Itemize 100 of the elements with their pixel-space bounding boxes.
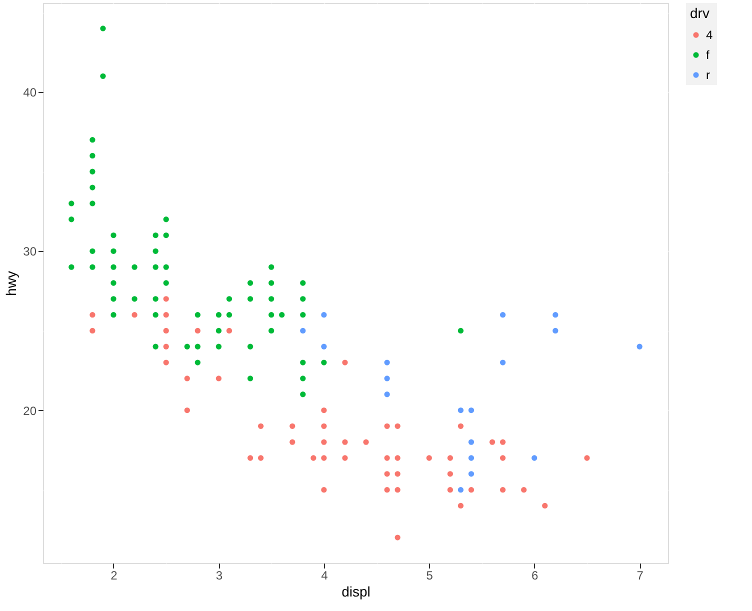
point xyxy=(447,471,454,477)
point xyxy=(152,312,158,318)
point xyxy=(468,455,474,461)
point xyxy=(152,264,158,270)
point xyxy=(384,486,390,493)
point xyxy=(447,486,454,493)
point xyxy=(132,264,138,270)
point xyxy=(163,328,169,334)
point xyxy=(163,280,169,286)
point xyxy=(100,26,106,32)
point xyxy=(300,360,306,366)
point xyxy=(163,312,169,318)
point xyxy=(342,455,348,461)
y-tick-label: 30 xyxy=(23,244,37,259)
x-tick-label: 6 xyxy=(532,568,539,582)
point xyxy=(321,455,327,461)
point xyxy=(300,376,306,382)
legend-title: drv xyxy=(690,5,710,21)
point xyxy=(394,534,400,540)
point xyxy=(584,455,590,461)
point xyxy=(500,360,506,366)
point xyxy=(100,73,106,80)
point xyxy=(194,312,200,318)
point xyxy=(342,360,348,366)
point xyxy=(321,486,327,493)
point xyxy=(68,216,74,222)
x-tick-label: 4 xyxy=(321,568,328,582)
point xyxy=(384,376,390,382)
point xyxy=(226,328,232,334)
point xyxy=(458,423,464,430)
point xyxy=(394,471,400,477)
x-tick-label: 2 xyxy=(110,568,118,582)
point xyxy=(500,486,506,493)
point xyxy=(110,264,116,270)
point xyxy=(90,184,96,190)
point xyxy=(132,296,138,302)
point xyxy=(636,344,642,350)
point xyxy=(300,296,306,302)
point xyxy=(384,392,390,398)
point xyxy=(384,360,390,366)
point xyxy=(90,264,96,270)
point xyxy=(268,264,274,270)
point xyxy=(426,455,432,461)
legend-label: f xyxy=(706,48,710,62)
point xyxy=(552,328,558,334)
point xyxy=(468,471,474,477)
point xyxy=(268,328,274,334)
point xyxy=(194,360,200,366)
point xyxy=(216,328,222,334)
point xyxy=(384,471,390,477)
point xyxy=(268,296,274,302)
point xyxy=(90,312,96,318)
point xyxy=(216,376,222,382)
point xyxy=(468,486,474,493)
point xyxy=(258,423,264,430)
point xyxy=(500,455,506,461)
point xyxy=(394,486,400,493)
point xyxy=(458,407,464,414)
point xyxy=(163,344,169,350)
point xyxy=(216,312,222,318)
point xyxy=(110,312,116,318)
x-axis-title: displ xyxy=(342,584,370,600)
point xyxy=(532,455,538,461)
point xyxy=(321,439,327,445)
point xyxy=(500,312,506,318)
point xyxy=(90,200,96,206)
point xyxy=(321,360,327,366)
point xyxy=(247,455,254,461)
point xyxy=(184,376,190,382)
point xyxy=(300,328,306,334)
point xyxy=(300,312,306,318)
point xyxy=(542,502,548,509)
point xyxy=(216,344,222,350)
point xyxy=(279,312,285,318)
point xyxy=(384,423,390,430)
point xyxy=(247,344,254,350)
point xyxy=(90,136,96,143)
point xyxy=(110,280,116,286)
point xyxy=(384,455,390,461)
point xyxy=(300,392,306,398)
point xyxy=(310,455,316,461)
point xyxy=(321,407,327,414)
point xyxy=(258,455,264,461)
point xyxy=(458,328,464,334)
point xyxy=(321,344,327,350)
point xyxy=(68,264,74,270)
point xyxy=(394,455,400,461)
x-tick-label: 3 xyxy=(216,568,223,582)
point xyxy=(226,296,232,302)
point xyxy=(184,407,190,414)
point xyxy=(290,423,296,430)
point xyxy=(458,486,464,493)
point xyxy=(290,439,296,445)
point xyxy=(90,168,96,174)
point xyxy=(247,296,254,302)
point xyxy=(194,328,200,334)
point xyxy=(90,152,96,159)
point xyxy=(226,312,232,318)
point xyxy=(110,248,116,254)
point xyxy=(194,344,200,350)
